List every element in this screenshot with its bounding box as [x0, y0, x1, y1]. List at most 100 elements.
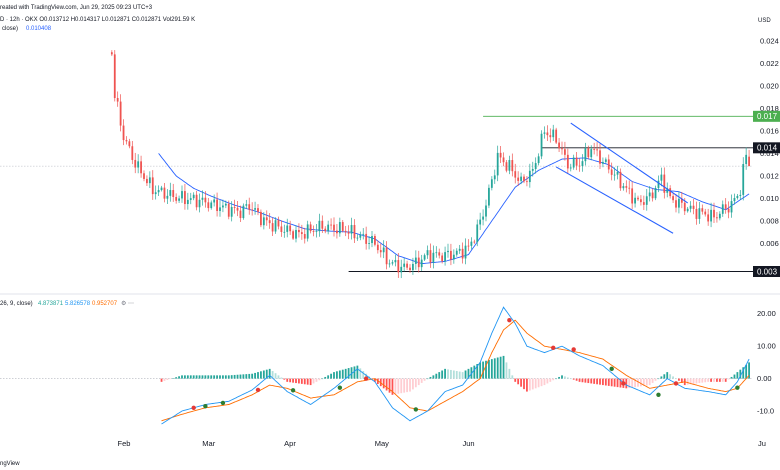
candle-body — [745, 154, 748, 165]
candle-body — [347, 232, 350, 234]
candle-body — [552, 129, 555, 138]
macd-histogram-bar — [412, 378, 414, 390]
candle-body — [412, 263, 414, 271]
candle-body — [748, 156, 750, 167]
candle-body — [186, 199, 189, 205]
macd-histogram-value: 4.873871 — [38, 301, 64, 307]
macd-histogram-bar — [219, 375, 221, 379]
candle-body — [277, 220, 280, 227]
candle-body — [327, 224, 330, 232]
macd-histogram-bar — [520, 378, 522, 387]
currency-label: USD — [758, 18, 771, 24]
macd-histogram-bar — [748, 362, 750, 379]
macd-cross-marker — [551, 345, 556, 350]
macd-histogram-bar — [455, 371, 458, 379]
macd-histogram-bar — [420, 378, 423, 383]
macd-histogram-bar — [651, 378, 654, 383]
candle-body — [134, 159, 137, 168]
candle-body — [201, 197, 204, 200]
macd-histogram-bar — [303, 378, 306, 385]
candle-body — [467, 245, 470, 247]
candle-body — [178, 198, 180, 201]
candle-body — [569, 167, 572, 169]
macd-histogram-bar — [657, 378, 660, 380]
macd-cross-marker — [255, 387, 261, 393]
level-layer — [348, 115, 754, 272]
macd-settings-icon[interactable]: ⚙ ⋯ — [121, 300, 134, 307]
macd-histogram-bar — [698, 378, 701, 384]
candle-body — [596, 149, 598, 151]
macd-histogram-bar — [312, 378, 315, 384]
macd-histogram-bar — [482, 361, 484, 379]
macd-histogram-bar — [713, 378, 715, 382]
macd-cross-marker — [413, 407, 419, 412]
macd-histogram-bar — [528, 378, 531, 391]
macd-histogram-bar — [558, 376, 560, 379]
price-axis-tick: 0.016 — [760, 126, 779, 135]
candle-body — [716, 217, 718, 219]
macd-histogram-bar — [730, 376, 733, 379]
macd-histogram-bar — [309, 378, 312, 386]
candle-body — [426, 250, 429, 256]
candle-body — [452, 254, 455, 260]
candle-body — [704, 211, 707, 215]
candle-body — [482, 216, 484, 220]
macd-histogram-bar — [186, 375, 189, 379]
candle-body — [584, 148, 587, 162]
time-axis-tick: Feb — [118, 439, 131, 448]
candle-body — [607, 159, 610, 170]
candle-body — [359, 234, 362, 238]
time-axis-tick: Mar — [202, 439, 215, 448]
candle-body — [736, 195, 739, 199]
candle-body — [511, 160, 514, 172]
candle-body — [166, 195, 169, 199]
candle-body — [640, 199, 642, 203]
candle-body — [561, 148, 563, 150]
macd-histogram-bar — [599, 378, 601, 385]
candle-body — [543, 132, 546, 134]
candle-body — [298, 230, 300, 233]
candle-body — [587, 148, 590, 158]
candle-body — [236, 207, 239, 211]
macd-histogram-bar — [201, 375, 204, 379]
macd-histogram-bar — [514, 378, 517, 382]
candle-body — [207, 202, 210, 209]
candle-body — [438, 252, 441, 256]
macd-axis-tick: -10.0 — [757, 407, 774, 416]
macd-histogram-bar — [604, 378, 607, 386]
macd-histogram-bar — [619, 378, 622, 388]
macd-histogram-bar — [572, 378, 575, 380]
macd-histogram-layer — [160, 355, 750, 395]
macd-histogram-bar — [511, 375, 514, 379]
candle-body — [730, 201, 733, 213]
candle-body — [224, 203, 227, 206]
macd-histogram-bar — [236, 374, 239, 379]
candle-body — [505, 162, 508, 171]
candle-body — [245, 204, 248, 206]
candle-body — [385, 247, 388, 265]
macd-histogram-bar — [163, 378, 166, 381]
candle-body — [648, 192, 651, 197]
macd-histogram-bar — [341, 369, 344, 379]
moving-average-line — [158, 153, 750, 265]
macd-histogram-bar — [189, 375, 192, 379]
candle-body — [362, 233, 365, 235]
candle-body — [695, 208, 698, 219]
macd-histogram-bar — [210, 375, 213, 379]
candle-body — [333, 224, 335, 231]
macd-histogram-bar — [546, 378, 549, 384]
candle-body — [742, 164, 745, 195]
macd-histogram-bar — [257, 372, 259, 379]
macd-histogram-bar — [391, 378, 394, 395]
macd-histogram-bar — [523, 378, 525, 390]
candle-body — [508, 160, 511, 171]
candlestick-layer — [110, 50, 750, 279]
macd-histogram-bar — [470, 367, 473, 379]
macd-histogram-bar — [689, 378, 692, 385]
macd-histogram-bar — [268, 368, 271, 379]
candle-body — [698, 208, 701, 219]
candle-body — [268, 220, 271, 224]
candle-body — [417, 257, 420, 268]
price-label-box — [753, 110, 780, 122]
